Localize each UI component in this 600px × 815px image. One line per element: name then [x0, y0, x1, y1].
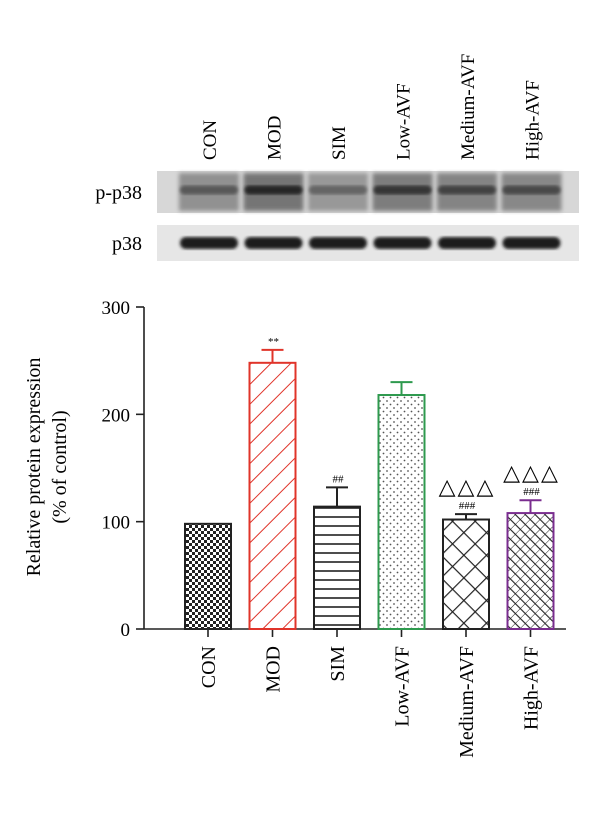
blot-lane-label: MOD	[265, 116, 286, 160]
bar-low-avf	[377, 394, 426, 630]
western-blot: CON MOD SIM Low-AVF Medium-AVF High-AVF p-p38…	[95, 54, 579, 261]
blot-lane-label: Medium-AVF	[458, 54, 479, 160]
blot-band	[438, 237, 496, 249]
significance-mark: **	[268, 336, 279, 348]
blot-lane-label: SIM	[329, 126, 350, 160]
blot-band	[438, 185, 496, 195]
blot-band	[244, 237, 303, 249]
y-axis: 0 100 200 300	[102, 298, 145, 641]
triangle-mark: △△△	[439, 474, 496, 499]
category-label: Medium-AVF	[456, 646, 478, 758]
significance-mark: ##	[333, 473, 345, 485]
bar-high-avf	[506, 512, 555, 631]
blot-lane-labels: CON MOD SIM Low-AVF Medium-AVF High-AVF	[200, 54, 544, 160]
blot-lane-label: High-AVF	[523, 80, 544, 160]
x-axis	[144, 628, 566, 637]
blot-band	[309, 185, 367, 195]
category-label: MOD	[263, 646, 285, 693]
bar-con	[184, 522, 232, 631]
significance-mark: ###	[459, 500, 476, 512]
blot-row: p-p38	[95, 171, 579, 213]
significance-mark: ###	[523, 486, 540, 498]
blot-band	[309, 237, 367, 249]
error-bars	[261, 348, 542, 520]
category-label: CON	[198, 646, 220, 688]
y-axis-title-line2: (% of control)	[49, 410, 71, 523]
y-axis-title-line1: Relative protein expression	[23, 358, 45, 577]
blot-band	[180, 185, 238, 195]
blot-band	[373, 237, 432, 249]
blot-row-label: p-p38	[95, 182, 142, 204]
triangle-mark: △△△	[503, 460, 560, 485]
bar-sim	[313, 505, 361, 631]
blot-band	[180, 237, 238, 249]
category-labels: CON MOD SIM Low-AVF Medium-AVF High-AVF	[198, 646, 543, 758]
blot-row-label: p38	[112, 233, 142, 255]
bar-medium-avf	[442, 518, 490, 631]
y-tick-label: 100	[102, 513, 131, 534]
category-label: High-AVF	[521, 646, 543, 730]
blot-rows: p-p38 p38	[95, 171, 579, 261]
category-label: SIM	[327, 646, 349, 682]
y-tick-label: 300	[102, 298, 131, 319]
bars	[184, 361, 555, 631]
y-tick-label: 0	[121, 620, 131, 641]
bar-mod	[248, 361, 297, 630]
significance-annotations: **#####△△△ ###△△△	[268, 336, 560, 512]
blot-row: p38	[112, 225, 579, 261]
blot-lane-label: CON	[200, 120, 221, 160]
blot-band	[244, 185, 303, 195]
blot-band	[373, 185, 432, 195]
y-tick-label: 200	[102, 405, 131, 426]
blot-band	[502, 185, 561, 195]
blot-lane-label: Low-AVF	[394, 83, 415, 160]
category-label: Low-AVF	[392, 646, 414, 727]
blot-band	[502, 237, 561, 249]
